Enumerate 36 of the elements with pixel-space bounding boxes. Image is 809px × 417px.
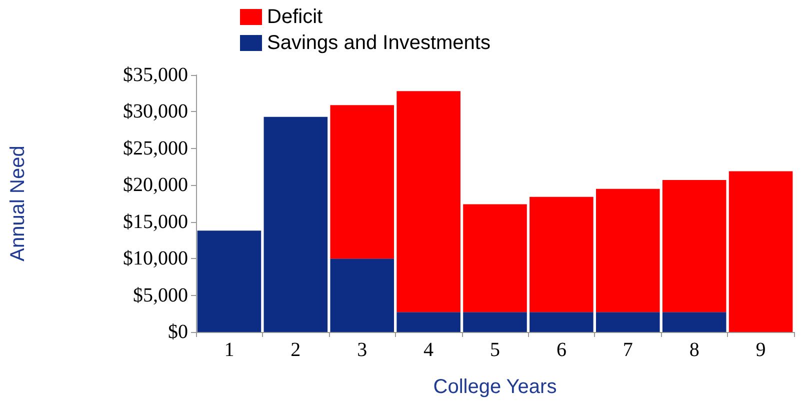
y-tick-label: $0 bbox=[168, 321, 188, 343]
x-tick-label: 5 bbox=[490, 339, 500, 361]
bar bbox=[197, 230, 262, 332]
bar bbox=[330, 258, 394, 332]
y-axis-title: Annual Need bbox=[7, 146, 29, 262]
y-tick-label: $20,000 bbox=[123, 174, 188, 196]
y-tick-label: $35,000 bbox=[123, 64, 188, 86]
bar bbox=[530, 196, 594, 312]
x-tick-label: 9 bbox=[756, 339, 766, 361]
y-tick-label: $15,000 bbox=[123, 210, 188, 233]
legend-label: Savings and Investments bbox=[267, 32, 490, 54]
x-tick-label: 1 bbox=[224, 339, 234, 361]
x-tick-label: 6 bbox=[556, 339, 566, 361]
bar bbox=[463, 204, 527, 312]
bar bbox=[662, 312, 726, 332]
legend-label: Deficit bbox=[267, 6, 324, 28]
x-tick-label: 8 bbox=[689, 339, 700, 361]
x-tick-label: 4 bbox=[424, 339, 434, 361]
bar bbox=[264, 116, 328, 332]
bar bbox=[330, 105, 394, 259]
bar bbox=[530, 312, 594, 332]
bar bbox=[396, 91, 460, 312]
bar bbox=[596, 188, 660, 312]
x-tick-label: 7 bbox=[622, 339, 633, 361]
bar bbox=[463, 312, 527, 332]
bar bbox=[662, 180, 726, 312]
bar bbox=[728, 171, 793, 332]
x-axis-title: College Years bbox=[433, 376, 557, 398]
y-tick-label: $5,000 bbox=[133, 284, 188, 306]
x-tick-label: 3 bbox=[357, 339, 368, 361]
x-tick-label: 2 bbox=[290, 339, 301, 361]
bar bbox=[596, 312, 660, 332]
y-tick-label: $25,000 bbox=[123, 137, 188, 160]
y-tick-label: $30,000 bbox=[123, 100, 188, 123]
bar bbox=[396, 312, 460, 332]
y-tick-label: $10,000 bbox=[123, 248, 188, 270]
